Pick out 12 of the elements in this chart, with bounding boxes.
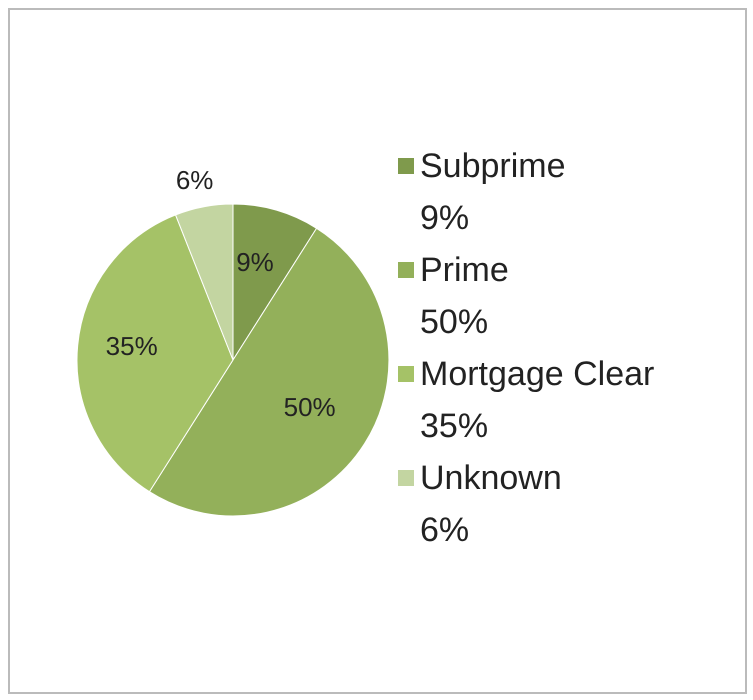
- legend-label: Unknown: [420, 458, 562, 499]
- data-label: 6%: [176, 165, 214, 196]
- text: 35%: [420, 407, 488, 445]
- data-label: 9%: [236, 247, 274, 278]
- text: 9%: [420, 199, 470, 237]
- data-label: 35%: [106, 330, 158, 361]
- text: 50%: [420, 303, 488, 341]
- data-label: 50%: [284, 392, 336, 422]
- legend-label: Mortgage Clear: [420, 354, 654, 395]
- legend-label: Subprime: [420, 146, 566, 187]
- text: 6%: [420, 511, 470, 549]
- legend-label: Prime: [420, 250, 509, 291]
